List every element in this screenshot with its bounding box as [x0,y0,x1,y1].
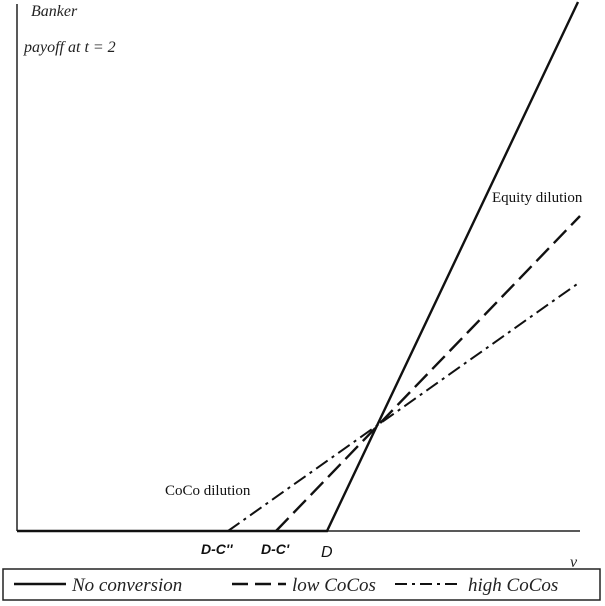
legend-label-no-conversion: No conversion [71,575,182,596]
y-axis-label-line-1: Banker [31,3,78,20]
annotation-coco-dilution: CoCo dilution [165,483,251,499]
legend-label-low-cocos: low CoCos [292,575,376,596]
x-tick-d: D [321,544,333,561]
legend-label-high-cocos: high CoCos [468,575,558,596]
legend-box [2,568,601,601]
x-tick-d-c-prime: D-C' [261,541,290,557]
series-line-high-cocos [227,281,581,532]
x-tick-d-c-double-prime: D-C'' [201,541,233,557]
x-axis-label: v [570,554,578,571]
legend: No conversion low CoCos high CoCos [2,568,601,601]
y-axis-label-line-2: payoff at t = 2 [23,39,116,56]
series-line-no-conversion [17,1,580,533]
series-line-low-cocos [275,215,581,532]
annotation-equity-dilution: Equity dilution [492,190,583,206]
